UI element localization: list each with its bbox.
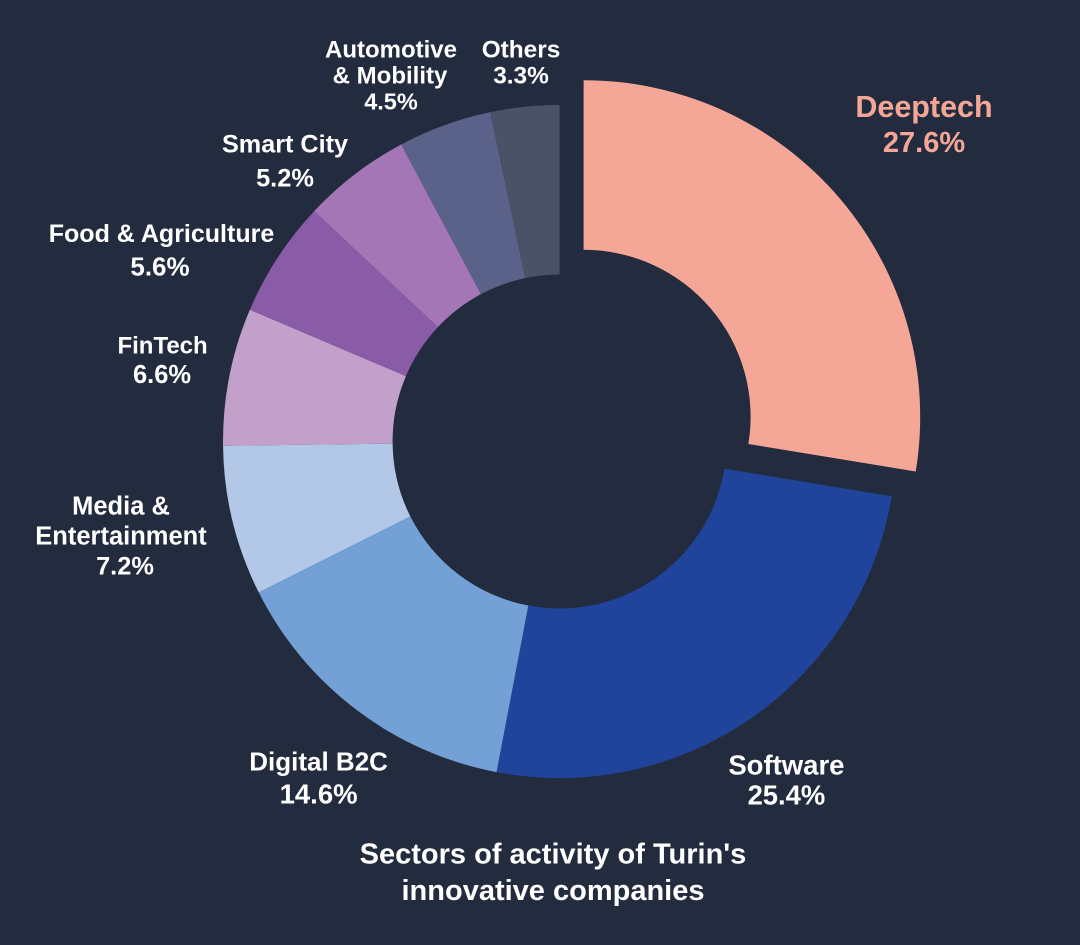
svg-text:Sectors of activity of Turin's: Sectors of activity of Turin's bbox=[360, 838, 747, 870]
svg-text:Software: Software bbox=[728, 750, 844, 781]
svg-text:Deeptech: Deeptech bbox=[855, 90, 992, 124]
svg-text:25.4%: 25.4% bbox=[748, 779, 826, 810]
svg-text:innovative companies: innovative companies bbox=[402, 875, 705, 907]
svg-text:3.3%: 3.3% bbox=[493, 63, 549, 90]
svg-text:Smart City: Smart City bbox=[222, 131, 348, 159]
svg-text:Automotive: Automotive bbox=[325, 37, 457, 64]
svg-text:6.6%: 6.6% bbox=[133, 361, 191, 389]
svg-text:5.6%: 5.6% bbox=[130, 252, 189, 282]
svg-text:Entertainment: Entertainment bbox=[35, 523, 207, 551]
svg-text:Media &: Media & bbox=[72, 493, 170, 521]
svg-text:Others: Others bbox=[482, 37, 561, 64]
svg-text:& Mobility: & Mobility bbox=[333, 63, 448, 90]
svg-text:Digital B2C: Digital B2C bbox=[249, 747, 388, 777]
svg-text:4.5%: 4.5% bbox=[364, 89, 418, 115]
svg-text:7.2%: 7.2% bbox=[96, 553, 154, 581]
svg-text:Food & Agriculture: Food & Agriculture bbox=[49, 220, 275, 248]
svg-text:5.2%: 5.2% bbox=[256, 165, 314, 193]
svg-text:14.6%: 14.6% bbox=[280, 779, 358, 810]
svg-text:27.6%: 27.6% bbox=[883, 127, 965, 159]
svg-text:FinTech: FinTech bbox=[117, 333, 207, 360]
